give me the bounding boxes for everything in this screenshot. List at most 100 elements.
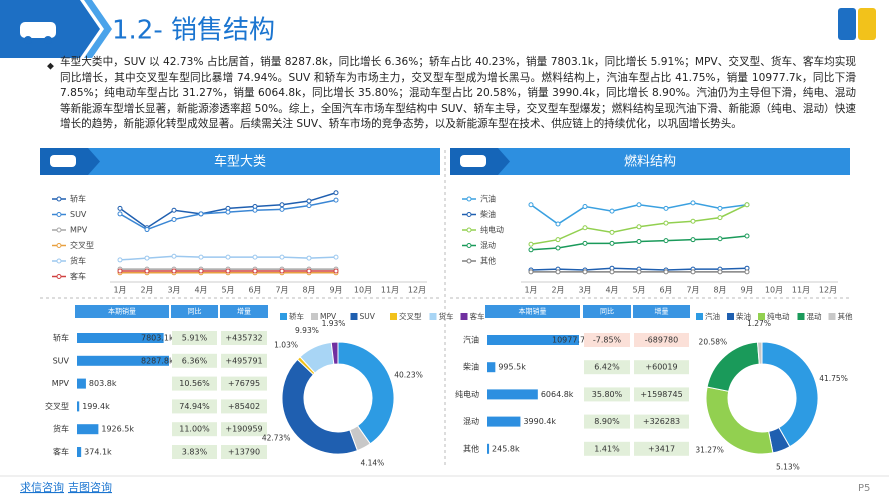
yoy-value: 6.36% [182,356,208,365]
legend-label: SUV [70,210,87,219]
row-label: 汽油 [463,335,479,345]
data-point [717,205,723,211]
yoy-cell [172,331,217,345]
increase-value: +60019 [645,363,677,372]
yoy-cell [172,353,217,368]
data-point [717,236,723,242]
data-point [744,233,750,239]
row-label: MPV [52,379,70,388]
legend-swatch [56,212,62,217]
legend-label: 轿车 [70,194,86,204]
data-point [225,254,231,260]
table-header: 增量 [237,307,251,316]
table-header: 本期销量 [108,307,136,316]
data-point [171,216,177,222]
increase-value: +435732 [225,334,262,343]
legend-swatch [727,313,734,320]
yoy-value: 5.91% [182,334,208,343]
footer-link[interactable]: 吉图咨询 [68,480,112,494]
legend-swatch [56,274,62,279]
slice-label: 1.03% [274,340,298,349]
increase-value: +85402 [228,402,260,411]
summary-text: 车型大类中，SUV 以 42.73% 占比居首，销量 8287.8k，同比增长 … [60,56,856,131]
legend-label: 纯电动 [767,311,790,321]
data-point [690,200,696,206]
table-header: 同比 [188,307,202,316]
increase-cell [634,414,689,429]
panel-title: 燃料结构 [624,154,676,170]
slice-label: 41.75% [819,374,848,383]
yoy-cell [172,399,217,414]
x-tick-label: 8月 [302,286,315,295]
data-point [171,253,177,259]
data-point [333,190,339,196]
legend-swatch [56,243,62,248]
car-icon [24,36,32,44]
data-point [279,268,285,274]
x-tick-label: 1月 [113,286,126,295]
x-tick-label: 2月 [551,286,564,295]
legend-swatch [466,212,472,217]
legend-label: 汽油 [705,311,720,321]
data-point [690,237,696,243]
sales-label: 1926.5k [101,425,134,434]
slice-label: 1.27% [747,319,771,328]
increase-value: +326283 [643,417,680,426]
data-point [528,202,534,208]
logo [858,8,876,40]
data-point [636,202,642,208]
legend-swatch [758,313,765,320]
data-point [663,220,669,226]
yoy-value: 1.41% [594,444,620,453]
donut-slice [281,358,359,455]
data-point [198,211,204,217]
sales-label: 374.1k [84,448,112,457]
donut-slice [761,341,819,448]
data-point [333,268,339,274]
legend-swatch [350,313,358,320]
legend-swatch [466,243,472,248]
increase-value: +3417 [648,444,675,453]
data-point [582,225,588,231]
increase-cell [634,441,689,456]
table-header: 增量 [655,307,669,316]
data-point [609,208,615,214]
data-point [717,269,723,275]
yoy-value: 8.90% [594,417,620,426]
increase-value: +13790 [228,448,260,457]
data-point [279,254,285,260]
data-point [306,198,312,204]
sales-bar [487,389,538,400]
table-header: 同比 [600,307,614,316]
data-point [198,254,204,260]
data-point [582,204,588,210]
increase-value: -689780 [645,336,678,345]
yoy-cell [584,387,630,402]
donut-slice [706,341,760,392]
sales-label: 199.4k [82,402,110,411]
x-tick-label: 5月 [221,286,234,295]
footer-link[interactable]: 求信咨询 [20,480,64,494]
data-point [279,202,285,208]
data-point [306,203,312,209]
yoy-value: 11.00% [179,425,210,434]
sales-bar [77,355,169,366]
sales-label: 6064.8k [541,390,574,399]
data-point [144,268,150,274]
row-label: 柴油 [463,362,479,372]
data-point [171,268,177,274]
increase-cell [221,353,267,368]
yoy-cell [172,422,217,437]
x-tick-label: 12月 [408,286,426,295]
data-point [663,205,669,211]
slice-label: 4.14% [360,459,384,468]
x-tick-label: 11月 [792,286,810,295]
legend-label: SUV [360,312,376,321]
data-point [117,211,123,217]
table-header-cell [583,305,631,318]
legend-label: 其他 [838,311,853,321]
legend-swatch [429,313,437,320]
panel-header [450,148,850,175]
